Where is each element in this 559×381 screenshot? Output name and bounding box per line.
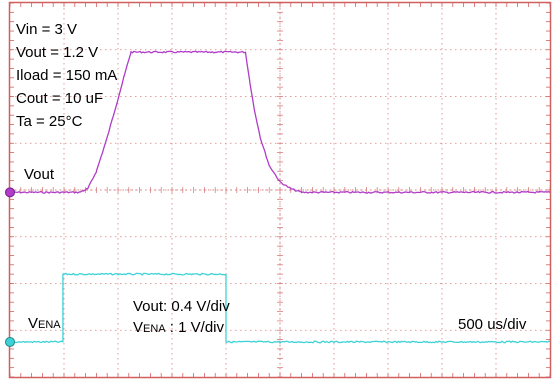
channel-markers (5, 187, 15, 347)
vout-scale-label: Vout: 0.4 V/div (133, 298, 230, 315)
condition-vout: Vout = 1.2 V (16, 44, 98, 61)
vout-waveform (9, 50, 551, 194)
graticule (9, 2, 551, 378)
vout-ground-marker (5, 187, 15, 198)
condition-vin: Vin = 3 V (16, 21, 77, 38)
waveform-traces (9, 50, 551, 344)
condition-cout: Cout = 10 uF (16, 90, 103, 107)
vena-ground-marker (5, 336, 15, 347)
condition-iload: Iload = 150 mA (16, 67, 117, 84)
timebase-label: 500 us/div (458, 316, 527, 333)
vena-scale-subscript: ENA (143, 323, 166, 335)
vena-trace-label: VENA (28, 315, 61, 332)
vena-scale-label: VENA : 1 V/div (133, 319, 225, 336)
vena-label-subscript: ENA (38, 319, 61, 331)
vena-scale-rest: : 1 V/div (166, 319, 225, 336)
condition-ta: Ta = 25°C (16, 113, 83, 130)
vena-waveform (9, 272, 551, 344)
vena-label-main: V (28, 315, 38, 332)
vout-trace-label: Vout (24, 166, 55, 183)
test-conditions: Vin = 3 V Vout = 1.2 V Iload = 150 mA Co… (16, 21, 117, 130)
vena-scale-main: V (133, 319, 143, 336)
